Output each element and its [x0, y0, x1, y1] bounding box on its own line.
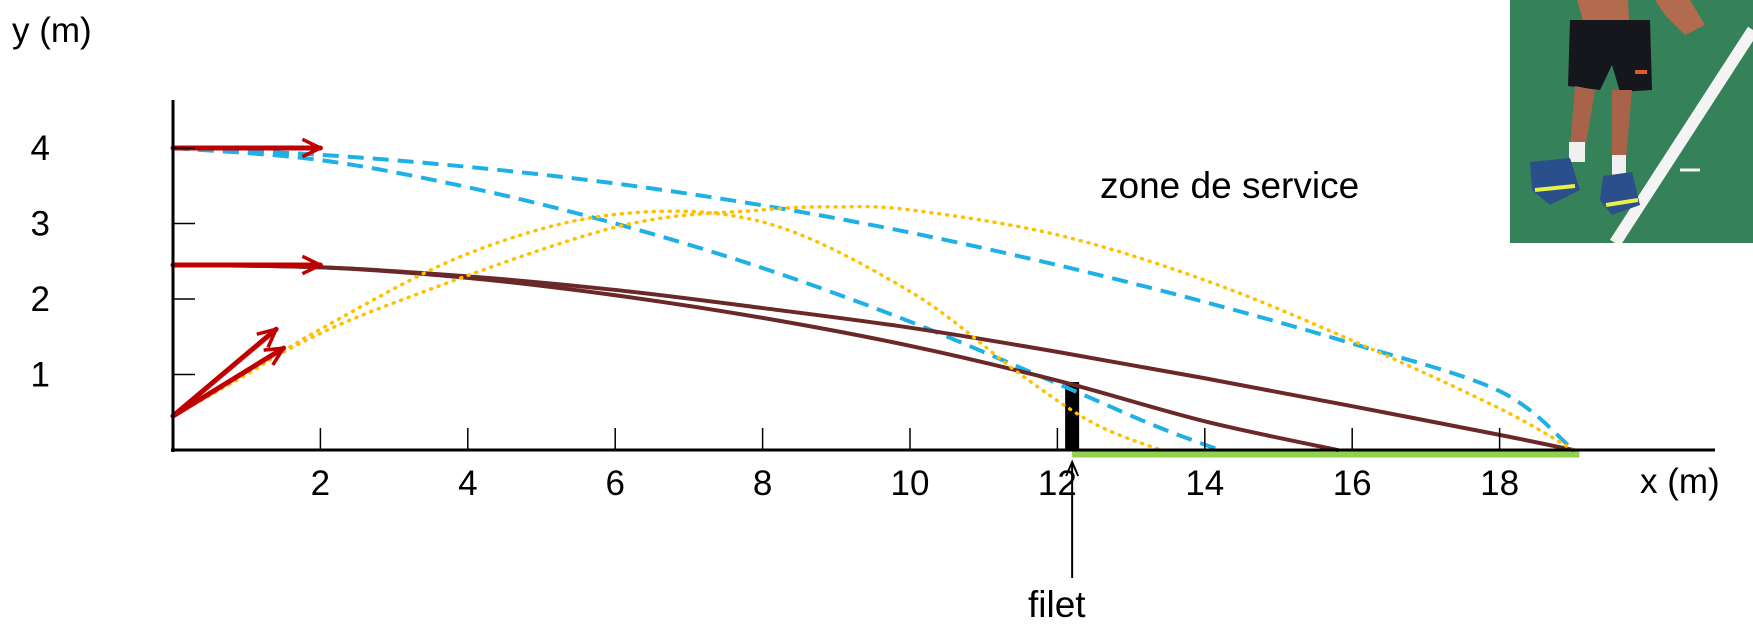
- velocity-vector-arrowhead: [263, 346, 286, 366]
- net-label: filet: [1028, 584, 1086, 624]
- x-tick-label-6: 6: [605, 464, 624, 503]
- x-axis-label: x (m): [1640, 462, 1720, 501]
- x-tick-label-16: 16: [1333, 464, 1372, 503]
- trajectory-solid-4: [171, 263, 1576, 452]
- service-zone-label: zone de service: [1100, 165, 1359, 206]
- velocity-vector-shaft: [170, 326, 279, 419]
- velocity-vector-arrowhead: [301, 254, 323, 276]
- y-tick-label-4: 4: [31, 129, 50, 168]
- trajectory-dotted-6: [171, 204, 1576, 452]
- y-tick-label-3: 3: [31, 205, 50, 244]
- net-pointer-arrowhead: [1065, 459, 1080, 477]
- x-tick-label-10: 10: [891, 464, 930, 503]
- x-tick-label-14: 14: [1185, 464, 1224, 503]
- y-tick-label-2: 2: [31, 280, 50, 319]
- x-tick-label-12: 12: [1038, 464, 1077, 503]
- velocity-vector-arrowhead: [256, 327, 278, 349]
- trajectory-dashed-2: [172, 146, 1575, 452]
- trajectory-dotted-5: [171, 209, 1163, 452]
- y-axis-label: y (m): [12, 11, 92, 50]
- x-tick-label-8: 8: [753, 464, 772, 503]
- velocity-vector-3: [170, 326, 279, 419]
- y-tick-label-1: 1: [31, 356, 50, 395]
- x-tick-label-4: 4: [458, 464, 477, 503]
- velocity-vector-4: [170, 345, 287, 419]
- velocity-vector-arrowhead: [301, 137, 323, 159]
- vector-layer: [170, 137, 323, 419]
- tennis-player-photo: [1510, 0, 1753, 243]
- trajectory-dashed-1: [172, 146, 1221, 452]
- velocity-vector-2: [170, 254, 323, 276]
- net-post: [1065, 382, 1080, 450]
- series-layer: [171, 146, 1576, 452]
- x-tick-label-2: 2: [311, 464, 330, 503]
- velocity-vector-shaft: [170, 345, 287, 419]
- net-layer: [1065, 382, 1080, 578]
- x-tick-label-18: 18: [1480, 464, 1519, 503]
- velocity-vector-1: [170, 137, 323, 159]
